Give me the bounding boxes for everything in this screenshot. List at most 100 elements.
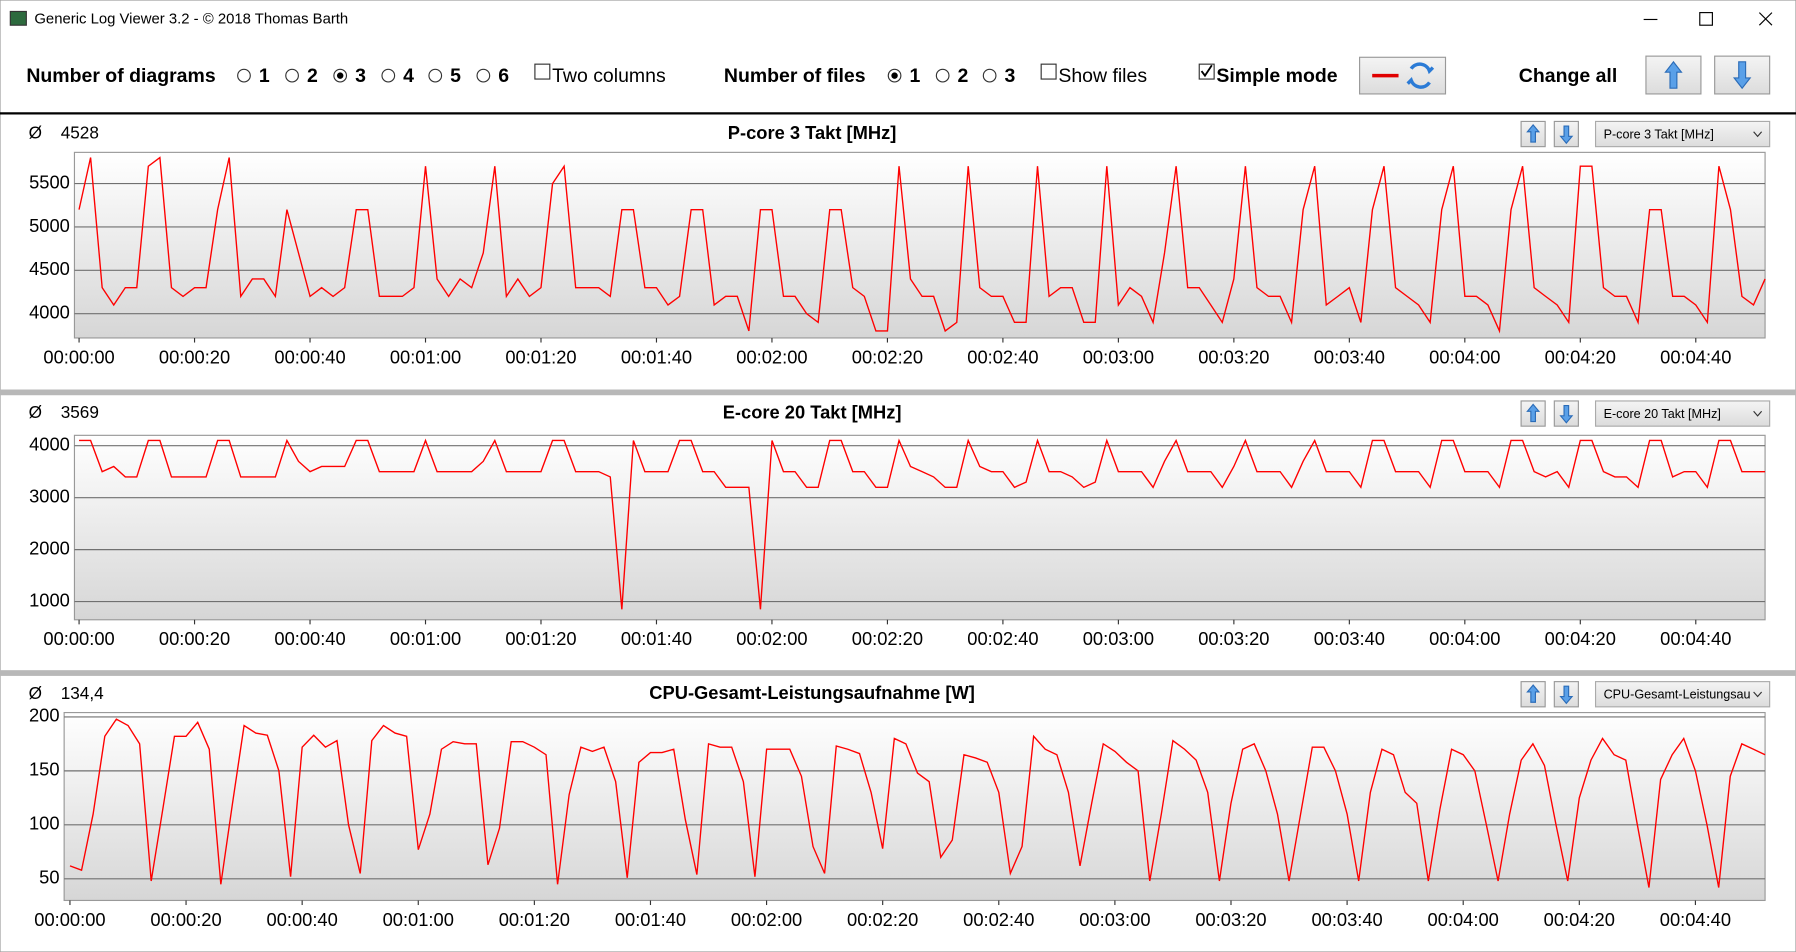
up-arrow-icon [1526,403,1541,423]
dropdown-text: CPU-Gesamt-Leistungsau [1604,688,1751,702]
x-tick-label: 00:03:00 [1083,346,1154,367]
y-tick-label: 200 [29,705,60,726]
x-tick-label: 00:03:40 [1311,909,1382,930]
x-tick-label: 00:00:20 [150,909,221,930]
x-tick-label: 00:02:40 [967,346,1038,367]
radio-label: 1 [909,65,920,87]
x-tick-label: 00:04:00 [1429,346,1500,367]
mean-value: 3569 [61,402,99,422]
diagram-title: CPU-Gesamt-Leistungsaufnahme [W] [649,682,975,703]
x-tick-label: 00:01:00 [390,346,461,367]
x-tick-label: 00:01:20 [505,346,576,367]
window-title: Generic Log Viewer 3.2 - © 2018 Thomas B… [34,11,348,27]
radio-button[interactable] [982,68,997,83]
up-arrow-icon [1526,123,1541,143]
panel-splitter[interactable] [0,670,1796,676]
x-tick-label: 00:03:20 [1195,909,1266,930]
y-tick-label: 3000 [29,486,70,507]
data-line [69,718,1766,888]
radio-label: 3 [355,65,366,87]
up-arrow-icon [1664,60,1683,89]
y-tick-label: 5500 [29,171,70,192]
files-label: Number of files [724,65,866,87]
dropdown-text: E-core 20 Takt [MHz] [1604,407,1721,421]
x-tick-label: 00:03:00 [1083,628,1154,649]
checkbox-label: Show files [1058,65,1147,87]
mean-value: 134,4 [61,683,104,703]
down-arrow-icon [1559,404,1574,424]
x-tick-label: 00:04:20 [1545,628,1616,649]
x-tick-label: 00:02:00 [736,628,807,649]
x-tick-label: 00:02:40 [967,628,1038,649]
radio-button[interactable] [285,68,299,83]
diagram-title: E-core 20 Takt [MHz] [723,401,902,422]
x-tick-label: 00:04:00 [1429,628,1500,649]
x-tick-label: 00:00:40 [274,346,345,367]
channel-dropdown[interactable] [1594,681,1771,708]
mean-symbol: Ø [29,402,42,422]
diagram-panel: Ø 4528 P-core 3 Takt [MHz] P-core 3 Takt [M… [29,120,1771,367]
y-tick-label: 5000 [29,215,70,236]
plot-area [63,711,1766,902]
panel-splitter[interactable] [0,389,1796,396]
data-line [78,156,1766,334]
x-tick-label: 00:03:00 [1079,909,1150,930]
x-tick-label: 00:04:40 [1660,346,1731,367]
x-tick-label: 00:02:00 [731,909,802,930]
channel-dropdown[interactable] [1594,400,1771,427]
y-tick-label: 4000 [29,302,70,323]
radio-button[interactable] [476,68,491,83]
x-tick-label: 00:01:20 [499,909,570,930]
maximize-button[interactable] [1699,12,1713,26]
x-tick-label: 00:00:20 [159,346,230,367]
radio-button[interactable] [935,68,950,83]
radio-label: 6 [498,65,509,87]
app-icon [9,10,27,26]
x-tick-label: 00:02:20 [847,909,918,930]
radio-label: 4 [403,65,414,87]
diagram-panel: Ø 134,4 CPU-Gesamt-Leistungsaufnahme [W] CP… [29,681,1771,930]
x-tick-label: 00:03:20 [1198,628,1269,649]
y-tick-label: 100 [29,813,60,834]
y-tick-label: 4000 [29,434,70,455]
radio-label: 3 [1005,65,1016,87]
x-tick-label: 00:01:40 [621,346,692,367]
mean-symbol: Ø [29,683,42,703]
y-tick-label: 4500 [29,258,70,279]
y-tick-label: 50 [39,867,59,888]
checkbox[interactable] [1040,63,1057,80]
change-all-label: Change all [1519,65,1617,87]
x-tick-label: 00:01:00 [383,909,454,930]
close-button[interactable] [1758,12,1773,26]
x-tick-label: 00:02:20 [852,628,923,649]
checkbox-label: Simple mode [1216,65,1337,87]
y-tick-label: 2000 [29,537,70,558]
x-tick-label: 00:01:40 [615,909,686,930]
refresh-icon [1406,62,1435,89]
up-arrow-icon [1526,684,1541,703]
y-tick-label: 150 [29,759,60,780]
radio-button[interactable] [428,68,443,83]
x-tick-label: 00:01:40 [621,628,692,649]
radio-label: 5 [450,65,461,87]
x-tick-label: 00:00:00 [43,628,114,649]
x-tick-label: 00:04:20 [1544,909,1615,930]
x-tick-label: 00:02:00 [736,346,807,367]
radio-button[interactable] [237,68,251,83]
down-arrow-icon [1732,61,1752,90]
x-tick-label: 00:00:20 [159,628,230,649]
diagrams-label: Number of diagrams [26,65,215,87]
data-line [79,438,1766,610]
checkbox[interactable] [534,63,551,80]
channel-dropdown[interactable] [1594,120,1771,148]
radio-label: 2 [307,65,318,87]
x-tick-label: 00:04:20 [1545,346,1616,367]
checkbox-label: Two columns [552,65,666,87]
plot-area [73,434,1766,621]
radio-button[interactable] [381,68,396,83]
radio-dot [891,72,898,79]
mean-value: 4528 [61,123,99,143]
x-tick-label: 00:00:40 [274,628,345,649]
down-arrow-icon [1559,685,1574,705]
